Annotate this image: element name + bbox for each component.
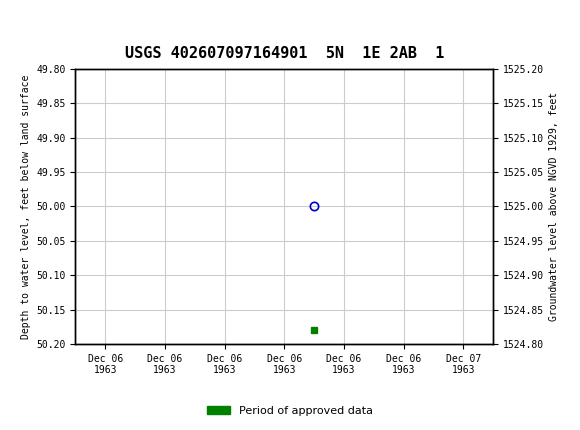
- Y-axis label: Groundwater level above NGVD 1929, feet: Groundwater level above NGVD 1929, feet: [549, 92, 559, 321]
- Text: ≡USGS: ≡USGS: [9, 9, 72, 29]
- Y-axis label: Depth to water level, feet below land surface: Depth to water level, feet below land su…: [21, 74, 31, 338]
- Legend: Period of approved data: Period of approved data: [203, 401, 377, 420]
- Title: USGS 402607097164901  5N  1E 2AB  1: USGS 402607097164901 5N 1E 2AB 1: [125, 46, 444, 61]
